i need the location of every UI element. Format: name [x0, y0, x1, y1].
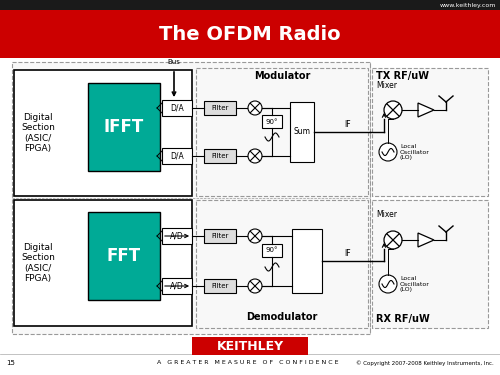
Text: Local
Oscillator
(LO): Local Oscillator (LO)	[400, 276, 430, 292]
Text: A/D: A/D	[170, 231, 184, 240]
Circle shape	[248, 149, 262, 163]
Bar	[262, 244, 282, 257]
Text: IF: IF	[344, 249, 352, 258]
Circle shape	[379, 143, 397, 161]
Bar	[192, 337, 308, 355]
Text: D/A: D/A	[170, 104, 184, 112]
Text: Modulator: Modulator	[254, 71, 310, 81]
Bar	[14, 70, 192, 196]
Bar	[372, 68, 488, 196]
Circle shape	[379, 275, 397, 293]
Text: IF: IF	[344, 120, 352, 129]
Text: D/A: D/A	[170, 152, 184, 160]
Bar	[162, 100, 192, 116]
Text: 90°: 90°	[266, 118, 278, 124]
Bar	[290, 102, 314, 162]
Bar	[162, 148, 192, 164]
Text: Filter: Filter	[212, 233, 228, 239]
Text: © Copyright 2007-2008 Keithley Instruments, Inc.: © Copyright 2007-2008 Keithley Instrumen…	[356, 360, 494, 366]
Text: A   G R E A T E R   M E A S U R E   O F   C O N F I D E N C E: A G R E A T E R M E A S U R E O F C O N …	[157, 360, 339, 366]
Text: 90°: 90°	[266, 248, 278, 254]
Bar	[12, 62, 370, 334]
Text: Sum: Sum	[294, 128, 310, 136]
Bar	[162, 278, 192, 294]
Bar	[262, 115, 282, 128]
Text: TX RF/uW: TX RF/uW	[376, 71, 429, 81]
Bar	[204, 149, 236, 163]
Text: The OFDM Radio: The OFDM Radio	[159, 26, 341, 45]
Polygon shape	[418, 233, 434, 247]
Text: Digital
Section
(ASIC/
FPGA): Digital Section (ASIC/ FPGA)	[21, 243, 55, 283]
Text: 15: 15	[6, 360, 15, 366]
Bar	[88, 83, 160, 171]
Bar	[292, 229, 322, 293]
Bar	[88, 212, 160, 300]
Bar	[196, 68, 368, 196]
Circle shape	[384, 231, 402, 249]
Text: Local
Oscillator
(LO): Local Oscillator (LO)	[400, 144, 430, 160]
Text: Filter: Filter	[212, 283, 228, 289]
Polygon shape	[418, 103, 434, 117]
Circle shape	[248, 101, 262, 115]
Text: Digital I and Q
Bus: Digital I and Q Bus	[149, 52, 199, 65]
Text: IFFT: IFFT	[104, 118, 144, 136]
Bar	[0, 10, 500, 58]
Text: Demodulator: Demodulator	[246, 312, 318, 322]
Bar	[204, 229, 236, 243]
Bar	[204, 279, 236, 293]
Circle shape	[384, 101, 402, 119]
Bar	[372, 200, 488, 328]
Text: Mixer: Mixer	[376, 210, 397, 219]
Circle shape	[248, 229, 262, 243]
Text: Mixer: Mixer	[376, 81, 397, 90]
Bar	[204, 101, 236, 115]
Bar	[162, 228, 192, 244]
Bar	[0, 0, 500, 10]
Text: www.keithley.com: www.keithley.com	[440, 3, 496, 8]
Bar	[196, 200, 368, 328]
Text: RX RF/uW: RX RF/uW	[376, 314, 430, 324]
Text: Filter: Filter	[212, 105, 228, 111]
Text: KEITHLEY: KEITHLEY	[216, 339, 284, 352]
Text: Filter: Filter	[212, 153, 228, 159]
Text: Digital
Section
(ASIC/
FPGA): Digital Section (ASIC/ FPGA)	[21, 113, 55, 153]
Text: FFT: FFT	[107, 247, 141, 265]
Bar	[14, 200, 192, 326]
Circle shape	[248, 279, 262, 293]
Text: A/D: A/D	[170, 282, 184, 291]
